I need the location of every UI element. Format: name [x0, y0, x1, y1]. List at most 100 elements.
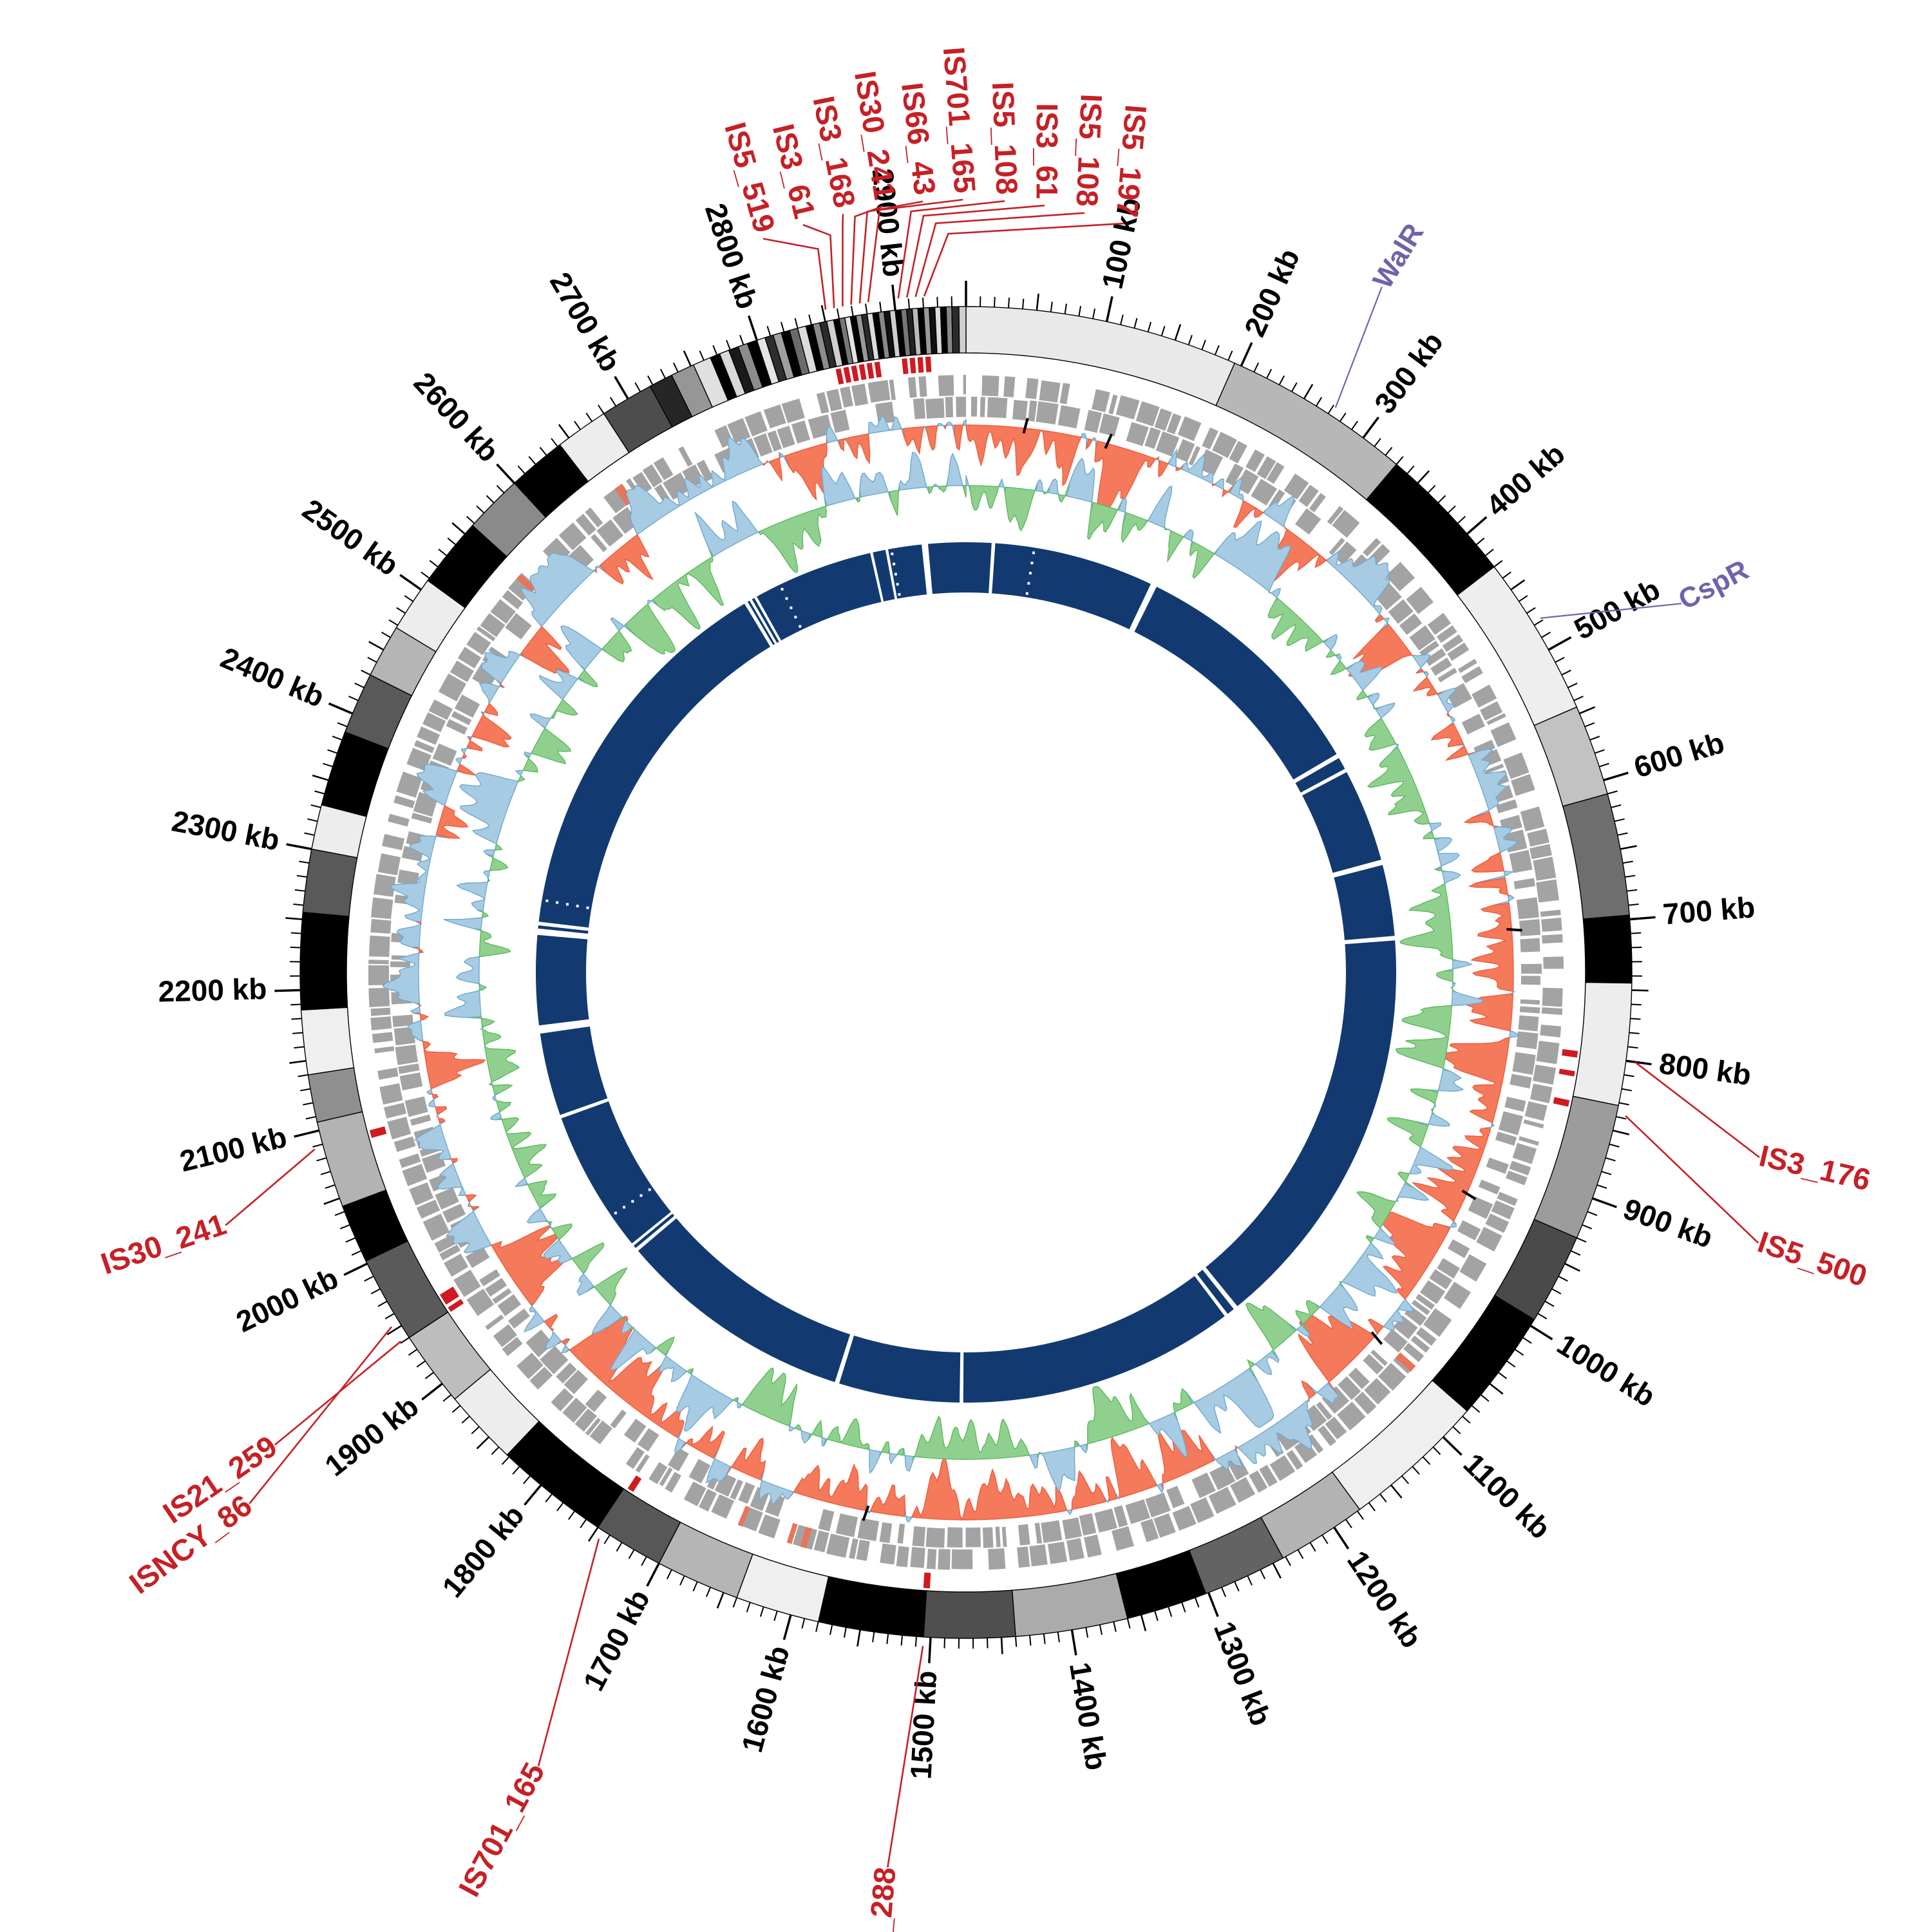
core-ring-dotted-gap: [1028, 571, 1032, 574]
histogram-inner-negative-area: [531, 724, 572, 764]
core-ring-dotted-gap: [896, 583, 899, 586]
gene-block: [610, 1409, 627, 1429]
axis-tick: [836, 308, 840, 319]
callout-is-label: IS66_43: [895, 80, 942, 196]
gene-block: [840, 386, 853, 408]
gene-block: [1427, 612, 1452, 635]
histogram-inner-positive-area: [444, 989, 484, 1018]
core-ring-gap: [1202, 1266, 1239, 1311]
histogram-inner-negative-area: [963, 485, 967, 498]
axis-tick: [1147, 321, 1151, 332]
histogram-inner-negative-area: [739, 1367, 798, 1427]
axis-tick: [299, 860, 310, 864]
histogram-inner-positive-area: [947, 452, 965, 490]
gene-block: [395, 1045, 419, 1065]
histogram-outer-negative-area: [1070, 1470, 1106, 1512]
callout-leader-line: [802, 223, 835, 308]
gene-block: [1348, 1367, 1370, 1390]
histogram-black-dashes: [862, 417, 1522, 1521]
gene-block: [1385, 562, 1415, 592]
histogram-inner-negative-area: [517, 775, 526, 782]
is-mark: [858, 364, 867, 381]
gene-block: [965, 1527, 981, 1548]
histogram-inner-negative-area: [1367, 746, 1432, 825]
histogram-outer-negative-area: [838, 433, 871, 465]
axis-tick: [865, 303, 868, 314]
gene-block: [540, 1345, 569, 1374]
core-ring-gap: [869, 549, 884, 603]
histogram-inner-positive-area: [1048, 478, 1059, 495]
histogram-inner-positive-area: [560, 625, 607, 670]
axis-tick-label: 2200 kb: [158, 972, 267, 1008]
is-mark: [627, 1475, 642, 1492]
axis-tick: [292, 1032, 303, 1034]
axis-tick: [364, 1275, 374, 1282]
gene-block: [393, 795, 415, 809]
histogram-outer-negative-area: [420, 1039, 486, 1090]
axis-tick: [1297, 1549, 1304, 1559]
axis-tick: [1345, 1519, 1352, 1528]
gene-block: [1523, 1119, 1544, 1129]
gene-block-highlight: [786, 1522, 798, 1544]
axis-tick: [808, 314, 812, 325]
axis-tick: [1617, 832, 1628, 836]
axis-tick: [1564, 1263, 1580, 1272]
axis-tick: [438, 549, 448, 556]
gene-block: [562, 1397, 587, 1423]
axis-tick: [337, 722, 348, 728]
histogram-inner-negative-area: [793, 1424, 802, 1431]
gene-block: [466, 632, 491, 656]
callout-leader-line: [887, 1645, 924, 1868]
axis-tick: [1154, 1611, 1159, 1622]
axis-tick: [1628, 903, 1639, 906]
axis-tick: [641, 1556, 647, 1566]
callout-leader-line: [923, 222, 1125, 297]
gene-block: [857, 1518, 880, 1541]
axis-tick: [307, 818, 318, 822]
black-dash-mark: [1370, 1331, 1383, 1345]
axis-tick-label: 2600 kb: [408, 366, 506, 468]
axis-tick: [1548, 636, 1572, 651]
gene-block: [826, 1533, 850, 1558]
callout-is-label: IS5_108: [986, 81, 1025, 195]
axis-tick: [476, 1436, 490, 1450]
histogram-outer-negative-area: [1367, 1318, 1384, 1335]
gene-block: [1333, 541, 1357, 565]
axis-tick: [451, 522, 466, 535]
axis-tick: [628, 1549, 635, 1559]
callout-leader-line: [897, 200, 1005, 299]
gene-block: [637, 1428, 659, 1452]
gene-block: [492, 1288, 512, 1304]
axis-tick-label: 900 kb: [1619, 1191, 1717, 1255]
axis-tick: [585, 412, 593, 422]
histogram-inner: [443, 451, 1485, 1492]
core-ring-dotted-gap: [545, 899, 549, 902]
gene-block: [835, 1513, 858, 1537]
gene-block: [971, 397, 978, 417]
axis-tick: [381, 631, 391, 638]
histogram-inner-positive-area: [1434, 837, 1460, 870]
axis-tick-label: 2700 kb: [544, 267, 627, 377]
histogram-outer-negative-area: [1301, 1380, 1316, 1403]
is-mark: [843, 366, 852, 383]
axis-tick-label: 700 kb: [1662, 890, 1756, 931]
axis-tick: [891, 284, 896, 311]
callout-is-label: IS3_61: [1030, 103, 1065, 199]
histogram-inner-negative-area: [551, 698, 579, 719]
axis-tick: [1613, 1130, 1630, 1135]
axis-tick: [1592, 1197, 1617, 1208]
axis-tick: [568, 1510, 576, 1520]
histogram-inner-negative-area: [1267, 598, 1329, 652]
black-dash-mark: [1022, 417, 1029, 434]
gene-block: [1497, 1191, 1518, 1206]
gene-block: [918, 376, 927, 397]
axis-tick: [1120, 314, 1124, 325]
gene-block: [1399, 613, 1423, 635]
histogram-inner-negative-area: [1189, 541, 1219, 579]
gene-block: [1468, 1196, 1493, 1219]
histogram-inner-positive-area: [489, 1111, 502, 1121]
gene-block: [442, 1203, 466, 1224]
gene-block: [502, 1336, 523, 1356]
core-ring-dotted-gap: [781, 587, 784, 591]
axis-tick: [801, 1618, 806, 1629]
